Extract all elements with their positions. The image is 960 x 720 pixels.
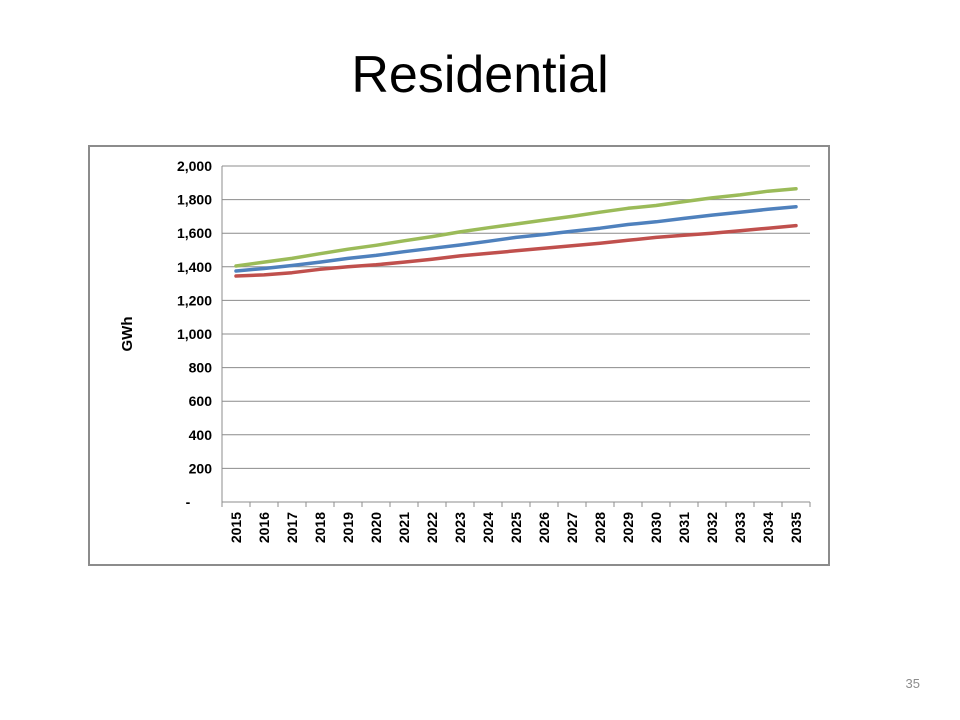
x-tick-label: 2023: [452, 512, 468, 543]
y-tick-label: 1,400: [177, 259, 212, 275]
x-tick-label: 2017: [284, 512, 300, 543]
y-tick-label: 1,000: [177, 326, 212, 342]
x-tick-label: 2028: [592, 512, 608, 543]
x-tick-label: 2016: [256, 512, 272, 543]
series-lines: [234, 186, 798, 278]
x-tick-label: 2024: [480, 512, 496, 543]
line-chart: - 200 400 600 800 1,000 1,200 1,400 1,600 1,800 2,…: [119, 158, 811, 543]
y-tick-label: 800: [189, 360, 213, 376]
x-tick-label: 2019: [340, 512, 356, 543]
slide-title: Residential: [351, 46, 609, 104]
y-tick-label: 1,800: [177, 192, 212, 208]
series-line-1: [234, 186, 798, 268]
x-tick-label: 2018: [312, 512, 328, 543]
gridlines: [221, 165, 811, 507]
y-axis-ticks: - 200 400 600 800 1,000 1,200 1,400 1,600 1,800 2,…: [177, 158, 212, 510]
y-axis-title: GWh: [119, 317, 136, 352]
y-tick-label: 1,200: [177, 292, 212, 308]
y-tick-label: 1,600: [177, 225, 212, 241]
series-line-2: [234, 204, 798, 273]
x-axis-ticks: 2015 2016 2017 2018 2019 2020 2021 2022 2023 2024…: [228, 512, 804, 543]
x-tick-label: 2030: [648, 512, 664, 543]
x-tick-label: 2033: [732, 512, 748, 543]
x-tick-label: 2034: [760, 512, 776, 543]
series-line-3: [234, 223, 798, 278]
y-tick-label: 2,000: [177, 158, 212, 174]
y-tick-label: 200: [189, 460, 213, 476]
x-tick-label: 2031: [676, 512, 692, 543]
x-tick-label: 2026: [536, 512, 552, 543]
page-number: 35: [905, 676, 920, 691]
x-tick-label: 2021: [396, 512, 412, 543]
x-tick-label: 2015: [228, 512, 244, 543]
y-tick-label: 600: [189, 393, 213, 409]
x-tick-label: 2020: [368, 512, 384, 543]
x-tick-label: 2025: [508, 512, 524, 543]
x-tick-label: 2022: [424, 512, 440, 543]
chart-frame: - 200 400 600 800 1,000 1,200 1,400 1,600 1,800 2,…: [88, 145, 830, 566]
y-tick-label: -: [186, 494, 191, 510]
x-tick-label: 2027: [564, 512, 580, 543]
x-tick-label: 2032: [704, 512, 720, 543]
y-tick-label: 400: [189, 427, 213, 443]
x-tick-label: 2029: [620, 512, 636, 543]
x-tick-label: 2035: [788, 512, 804, 543]
